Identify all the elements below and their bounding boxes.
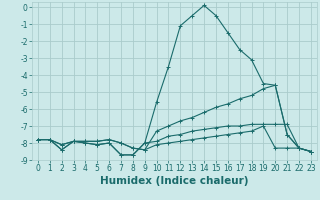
X-axis label: Humidex (Indice chaleur): Humidex (Indice chaleur) [100,176,249,186]
